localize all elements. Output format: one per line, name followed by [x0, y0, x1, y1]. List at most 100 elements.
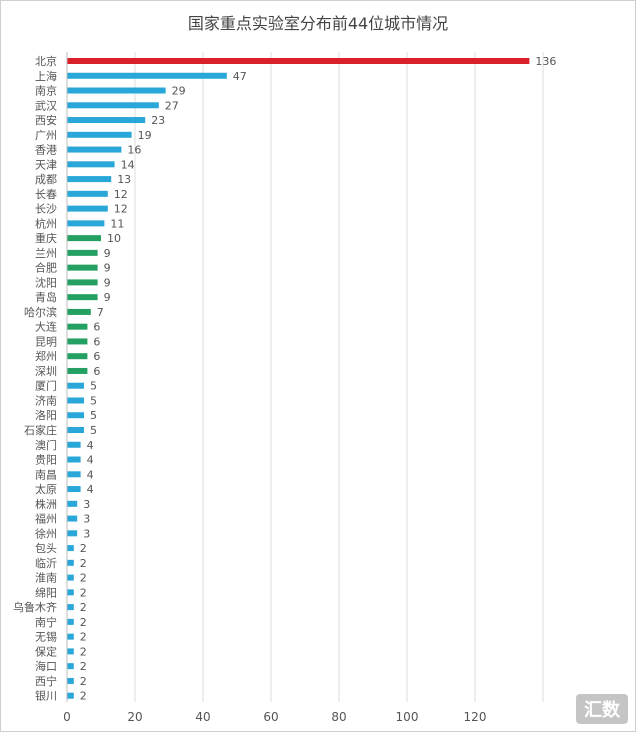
data-label: 3: [83, 498, 90, 511]
bar: [67, 559, 74, 566]
bar: [67, 264, 98, 271]
bar: [67, 102, 159, 109]
watermark-logo: 汇数: [576, 694, 628, 724]
x-tick-label: 0: [63, 710, 71, 724]
category-label: 沈阳: [35, 275, 57, 289]
category-label: 澳门: [35, 438, 57, 452]
data-label: 2: [80, 542, 87, 555]
category-label: 石家庄: [24, 423, 57, 437]
bar: [67, 190, 108, 197]
bar: [67, 574, 74, 581]
data-label: 2: [80, 572, 87, 585]
bar: [67, 87, 166, 94]
bar: [67, 663, 74, 670]
category-label: 香港: [35, 144, 57, 157]
data-label: 5: [90, 394, 97, 407]
data-label: 5: [90, 409, 97, 422]
bar: [67, 205, 108, 212]
category-label: 西宁: [35, 674, 57, 688]
data-label: 9: [104, 247, 111, 260]
data-label: 14: [121, 158, 135, 171]
bar: [67, 382, 84, 389]
category-label: 包头: [35, 542, 57, 555]
category-label: 福州: [35, 512, 57, 526]
data-label: 3: [83, 513, 90, 526]
data-label: 3: [83, 527, 90, 540]
category-label: 海口: [35, 659, 57, 673]
category-label: 广州: [35, 129, 57, 142]
x-tick-label: 100: [396, 710, 419, 724]
bar: [67, 486, 81, 493]
category-label: 合肥: [35, 261, 57, 275]
category-label: 南京: [35, 84, 57, 98]
bar: [67, 353, 88, 360]
data-label: 2: [80, 631, 87, 644]
bar: [67, 618, 74, 625]
data-label: 2: [80, 660, 87, 673]
data-label: 6: [93, 365, 100, 378]
data-label: 2: [80, 586, 87, 599]
category-label: 株洲: [35, 497, 57, 511]
data-label: 2: [80, 557, 87, 570]
category-label: 兰州: [35, 247, 57, 260]
x-tick-label: 40: [195, 710, 210, 724]
bar: [67, 146, 122, 153]
data-label: 136: [535, 55, 556, 68]
data-label: 2: [80, 645, 87, 658]
data-label: 29: [172, 85, 186, 98]
data-label: 6: [93, 350, 100, 363]
bar: [67, 545, 74, 552]
category-label: 厦门: [35, 379, 57, 393]
bar: [67, 589, 74, 596]
data-label: 9: [104, 262, 111, 275]
category-label: 郑州: [35, 349, 57, 363]
x-tick-label: 20: [127, 710, 142, 724]
data-label: 23: [151, 114, 165, 127]
category-label: 徐州: [35, 526, 57, 540]
bar: [67, 58, 530, 64]
category-label: 洛阳: [35, 408, 57, 422]
category-label: 长春: [35, 188, 57, 201]
data-label: 10: [107, 232, 121, 245]
category-label: 临沂: [35, 556, 57, 570]
bar: [67, 604, 74, 611]
bar: [67, 220, 105, 227]
bar: [67, 161, 115, 168]
x-tick-label: 120: [464, 710, 487, 724]
bar: [67, 456, 81, 463]
bar: [67, 367, 88, 374]
data-label: 4: [87, 468, 94, 481]
data-label: 13: [117, 173, 131, 186]
data-label: 9: [104, 291, 111, 304]
bar: [67, 648, 74, 655]
data-label: 2: [80, 616, 87, 629]
chart-title: 国家重点实验室分布前44位城市情况: [187, 14, 449, 33]
category-label: 上海: [35, 69, 57, 83]
category-label: 成都: [35, 173, 57, 186]
category-label: 太原: [35, 483, 57, 496]
data-label: 4: [87, 454, 94, 467]
bar: [67, 397, 84, 404]
bar: [67, 235, 101, 242]
bar: [67, 633, 74, 640]
data-label: 4: [87, 483, 94, 496]
category-label: 西安: [35, 113, 57, 127]
data-label: 5: [90, 424, 97, 437]
x-tick-label: 80: [331, 710, 346, 724]
x-tick-label: 60: [263, 710, 278, 724]
bar: [67, 279, 98, 286]
category-label: 青岛: [35, 290, 57, 304]
data-label: 2: [80, 601, 87, 614]
bar: [67, 72, 227, 79]
category-label: 无锡: [35, 630, 57, 644]
data-label: 2: [80, 675, 87, 688]
data-label: 5: [90, 380, 97, 393]
category-label: 南宁: [35, 615, 57, 629]
bar: [67, 500, 78, 507]
data-label: 12: [114, 203, 128, 216]
category-label: 济南: [35, 393, 57, 407]
data-label: 7: [97, 306, 104, 319]
bar: [67, 471, 81, 478]
data-label: 12: [114, 188, 128, 201]
